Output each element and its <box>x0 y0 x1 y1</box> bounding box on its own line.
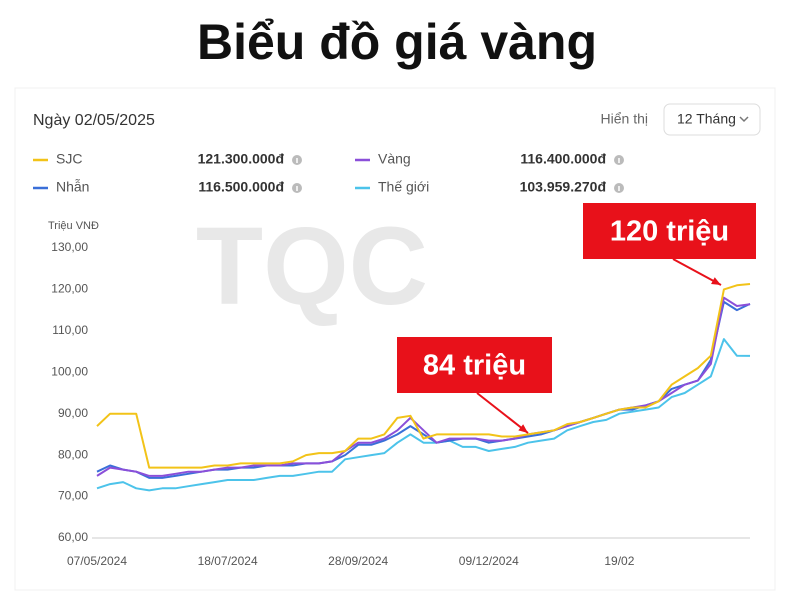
annotation-text: 120 triệu <box>610 216 729 248</box>
legend-name: Nhẫn <box>56 179 89 195</box>
x-tick-label: 28/09/2024 <box>328 554 388 568</box>
series-line <box>96 338 751 492</box>
x-tick-label: 19/02 <box>604 554 634 568</box>
annotation-arrow <box>476 392 529 434</box>
legend-name: Thế giới <box>378 179 429 195</box>
legend-name: SJC <box>56 151 82 167</box>
legend-value: 121.300.000đ <box>198 151 285 167</box>
legend-value: 103.959.270đ <box>520 179 607 195</box>
y-tick-label: 80,00 <box>58 447 88 461</box>
annotation-box <box>583 203 756 259</box>
annotation-text: 84 triệu <box>423 350 526 382</box>
annotation-arrowhead <box>711 277 721 285</box>
watermark: TQC <box>196 205 428 328</box>
card <box>14 87 776 591</box>
legend-name: Vàng <box>378 151 411 167</box>
annotation-box <box>397 337 552 393</box>
y-tick-label: 110,00 <box>52 323 88 337</box>
y-tick-label: 130,00 <box>51 240 88 254</box>
x-tick-label: 18/07/2024 <box>198 554 258 568</box>
x-tick-label: 07/05/2024 <box>67 554 127 568</box>
series-line <box>96 283 751 469</box>
y-tick-label: 100,00 <box>51 364 88 378</box>
y-tick-label: 60,00 <box>58 530 88 544</box>
display-label: Hiển thị <box>601 111 648 127</box>
y-axis-label: Triệu VNĐ <box>48 220 99 232</box>
series-line <box>96 296 751 477</box>
y-tick-label: 120,00 <box>51 282 88 296</box>
range-value[interactable]: 12 Tháng <box>677 111 736 127</box>
y-tick-label: 90,00 <box>58 406 88 420</box>
legend-value: 116.500.000đ <box>198 179 284 195</box>
y-tick-label: 70,00 <box>58 489 88 503</box>
page-title: Biểu đồ giá vàng <box>197 14 597 70</box>
x-tick-label: 09/12/2024 <box>459 554 519 568</box>
date-label: Ngày 02/05/2025 <box>33 112 155 129</box>
dropdown-chevron <box>739 116 749 123</box>
legend-value: 116.400.000đ <box>520 151 606 167</box>
annotation-arrowhead <box>518 424 528 433</box>
range-dropdown[interactable] <box>663 103 761 136</box>
